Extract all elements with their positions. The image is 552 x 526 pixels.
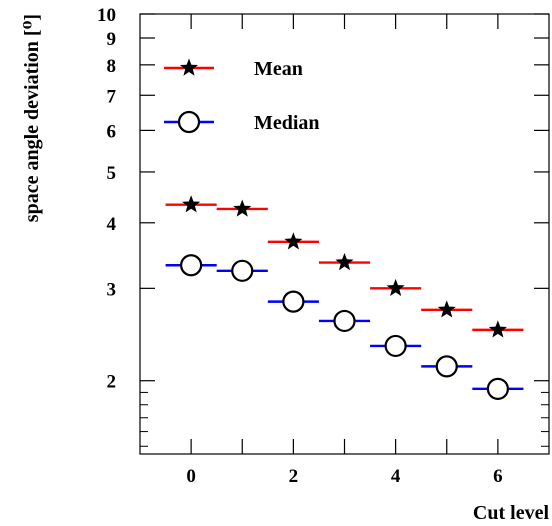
series-1-point (333, 309, 356, 333)
legend-marker (179, 58, 199, 76)
y-tick-label: 9 (107, 29, 117, 50)
x-tick-label: 0 (186, 466, 196, 487)
y-tick-label: 4 (107, 214, 117, 235)
series-1-point (435, 355, 458, 378)
y-tick-label: 8 (107, 56, 117, 77)
series-0-point (437, 300, 456, 318)
series-1-point (231, 259, 254, 282)
legend-label: Mean (254, 58, 303, 80)
legend-marker (177, 110, 201, 134)
y-tick-label: 5 (107, 163, 117, 184)
series-0-point (284, 232, 303, 250)
ticks-layer: 0 2 4 6 2 3 4 5 6 7 8 9 10 (97, 5, 549, 487)
x-tick-label: 2 (289, 466, 299, 487)
x-tick-label: 4 (391, 466, 401, 487)
x-tick-label: 6 (493, 466, 503, 487)
series-0-point (233, 199, 252, 217)
series-1-point (282, 290, 305, 313)
legend-label: Median (254, 112, 320, 134)
y-tick-label: 3 (107, 279, 117, 300)
series-1-point (384, 334, 407, 358)
y-tick-label: 2 (107, 372, 117, 393)
y-tick-label: 7 (107, 86, 117, 107)
series-1-point (486, 377, 509, 400)
plot-frame (139, 13, 550, 455)
x-axis-title: Cut level (473, 502, 550, 524)
series-1-point (180, 254, 203, 277)
y-axis-title: space angle deviation [⁰] (21, 14, 43, 222)
series-0-point (488, 320, 507, 338)
legend: Mean Median (164, 58, 320, 134)
series-0-point (182, 195, 201, 213)
y-tick-label: 6 (107, 121, 117, 142)
data-layer (165, 195, 524, 400)
y-tick-label: 10 (97, 5, 116, 26)
series-0-point (335, 253, 354, 271)
series-0-point (386, 278, 405, 297)
